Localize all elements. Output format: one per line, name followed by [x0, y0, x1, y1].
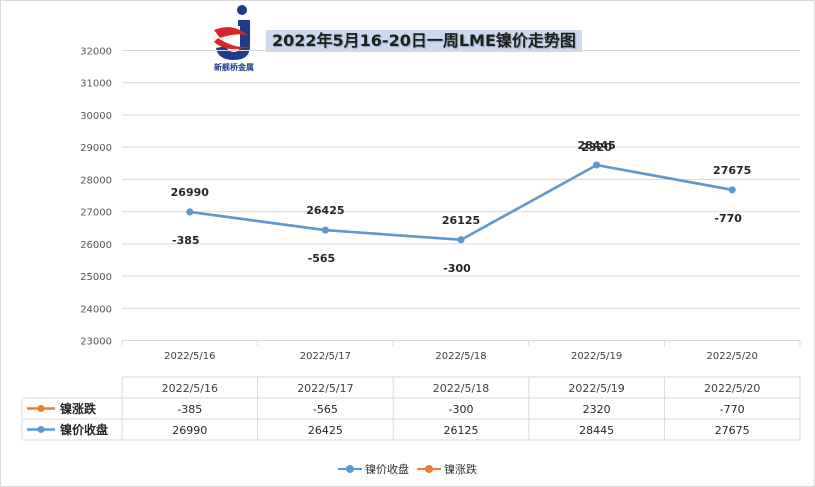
logo-text: 新舰桥金属	[214, 63, 254, 72]
data-point-close	[728, 186, 736, 194]
table-cell: 26425	[308, 424, 343, 437]
data-label-close: 27675	[713, 164, 751, 177]
data-label-close: 28445	[577, 139, 615, 152]
table-legend-marker	[37, 405, 45, 412]
legend-label: 镍价收盘	[365, 463, 409, 476]
series-line-change	[189, 163, 733, 242]
table-cell: -770	[720, 403, 745, 416]
table-header-cell: 2022/5/16	[162, 382, 218, 395]
table-header-cell: 2022/5/18	[433, 382, 489, 395]
data-point-close	[457, 236, 465, 244]
data-point-close	[186, 208, 194, 216]
table-cell: -565	[313, 403, 338, 416]
data-point-close	[593, 161, 601, 169]
data-label-change: -770	[714, 212, 742, 225]
data-label-close: 26990	[171, 186, 210, 199]
table-row-label: 镍价收盘	[60, 422, 108, 437]
x-tick-label: 2022/5/18	[435, 351, 486, 362]
table-cell: 27675	[715, 424, 750, 437]
y-tick-label: 30000	[80, 111, 112, 122]
x-tick-label: 2022/5/17	[300, 351, 351, 362]
y-tick-label: 24000	[80, 304, 112, 315]
y-tick-label: 28000	[80, 175, 112, 186]
data-label-change: -300	[443, 262, 471, 275]
legend-swatch	[417, 464, 441, 474]
data-label-close: 26425	[306, 204, 344, 217]
data-point-close	[321, 226, 329, 234]
table-cell: 2320	[583, 403, 611, 416]
table-cell: 28445	[579, 424, 614, 437]
x-tick-label: 2022/5/19	[571, 351, 622, 362]
table-cell: 26990	[172, 424, 207, 437]
chart-title: 2022年5月16-20日一周LME镍价走势图	[266, 30, 582, 52]
series-line-close	[189, 163, 733, 242]
y-tick-label: 31000	[80, 79, 112, 90]
table-cell: 26125	[444, 424, 479, 437]
table-header-cell: 2022/5/19	[568, 382, 624, 395]
table-header-cell: 2022/5/20	[704, 382, 760, 395]
data-label-close: 26125	[442, 214, 480, 227]
y-tick-label: 27000	[80, 208, 112, 219]
legend-swatch	[338, 464, 362, 474]
x-tick-label: 2022/5/16	[164, 351, 215, 362]
y-tick-label: 25000	[80, 272, 112, 283]
table-row-label: 镍涨跌	[60, 401, 97, 416]
legend-item: 镍价收盘	[338, 461, 409, 477]
y-tick-label: 23000	[80, 337, 112, 348]
data-label-change: -385	[172, 234, 200, 247]
y-tick-label: 26000	[80, 240, 112, 251]
y-tick-label: 32000	[80, 47, 112, 58]
legend-item: 镍涨跌	[417, 461, 477, 477]
data-label-change: -565	[308, 252, 336, 265]
y-tick-label: 29000	[80, 143, 112, 154]
table-legend-marker	[37, 426, 45, 433]
data-label-change: 2320	[581, 141, 612, 154]
legend-label: 镍涨跌	[444, 463, 477, 476]
x-tick-label: 2022/5/20	[707, 351, 758, 362]
table-cell: -385	[177, 403, 202, 416]
table-header-cell: 2022/5/17	[297, 382, 353, 395]
table-cell: -300	[449, 403, 474, 416]
legend: 镍价收盘 镍涨跌	[0, 461, 815, 477]
